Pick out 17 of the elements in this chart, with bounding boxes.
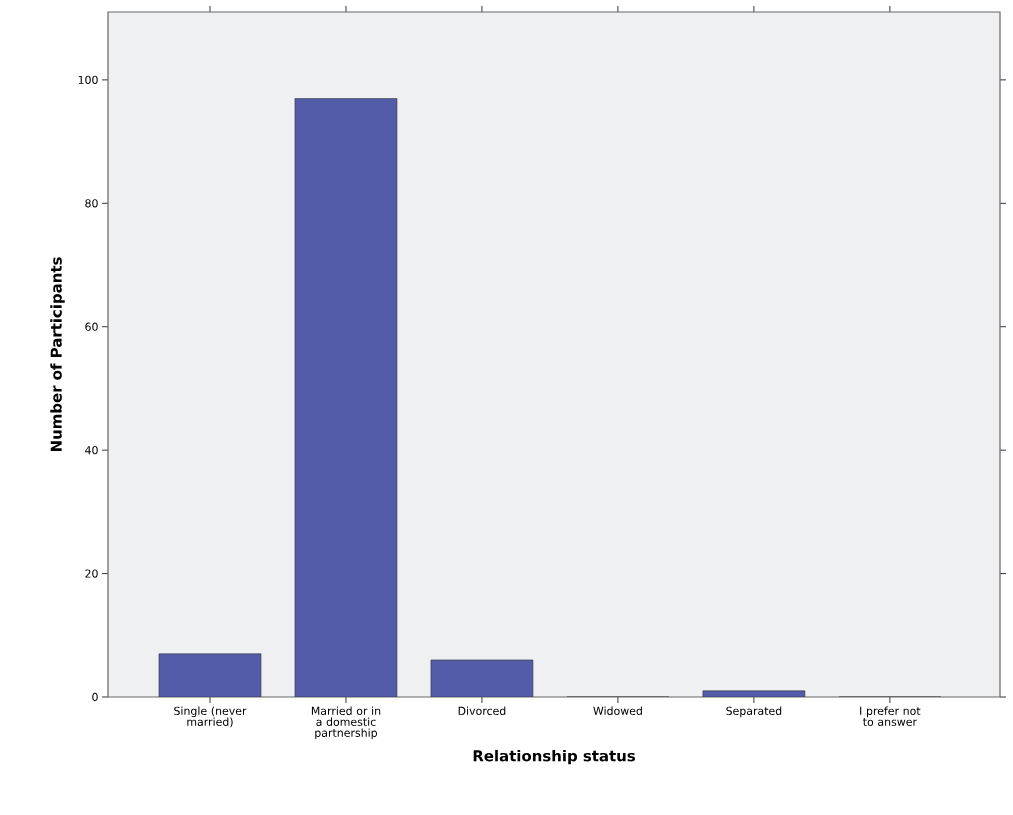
y-tick-label: 40	[85, 446, 98, 455]
x-tick-label: Separated	[726, 706, 782, 718]
y-tick-label: 100	[78, 75, 98, 85]
y-tick-label: 60	[85, 322, 98, 331]
y-tick-label: 20	[85, 569, 98, 578]
bar	[294, 98, 398, 697]
y-tick-label: 80	[85, 199, 98, 208]
bar	[158, 653, 261, 697]
bar	[430, 659, 534, 697]
y-axis-title: Number of Participants	[50, 257, 65, 452]
x-tick-label: I prefer not to answer	[860, 706, 921, 726]
x-tick-label: Widowed	[593, 706, 642, 715]
x-tick-label: Single (never married)	[174, 706, 247, 728]
y-tick-label: 0	[92, 692, 98, 702]
x-axis-title: Relationship status	[473, 749, 635, 765]
x-tick-label: Divorced	[458, 706, 506, 715]
x-tick-label: Married or in a domestic partnership	[311, 706, 381, 740]
